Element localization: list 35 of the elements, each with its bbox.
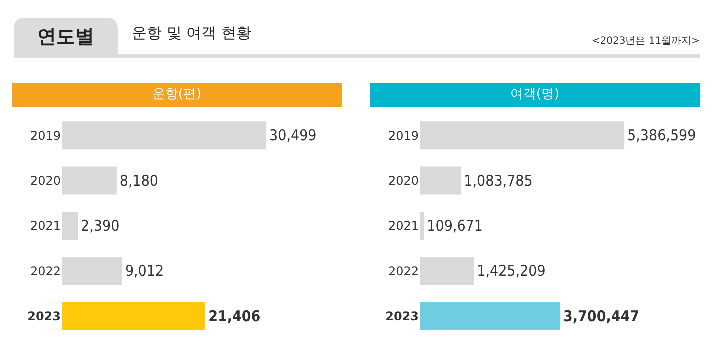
data-label: 5,386,599 bbox=[628, 126, 696, 145]
text: 연도별 bbox=[14, 18, 118, 54]
y-tick-label: 2023 bbox=[28, 310, 61, 324]
text: 운항 및 여객 현황 bbox=[132, 24, 252, 43]
data-label: 2,390 bbox=[81, 217, 120, 235]
y-tick-label: 2023 bbox=[386, 310, 419, 324]
y-tick-label: 2019 bbox=[388, 128, 419, 143]
y-tick-label: 2021 bbox=[388, 219, 419, 234]
bar bbox=[420, 302, 561, 330]
bar bbox=[420, 122, 625, 150]
y-tick-label: 2021 bbox=[30, 219, 61, 234]
bar bbox=[420, 212, 424, 240]
y-tick-label: 2022 bbox=[30, 264, 61, 278]
data-label: 8,180 bbox=[120, 172, 158, 190]
y-tick-label: 2022 bbox=[388, 264, 419, 278]
data-label: 9,012 bbox=[125, 262, 164, 280]
data-label: 109,671 bbox=[427, 217, 483, 235]
bar bbox=[62, 257, 122, 286]
chart-title: 운항(편) bbox=[12, 83, 342, 107]
bar bbox=[62, 122, 267, 150]
bar bbox=[62, 212, 78, 240]
chart-title: 여객(명) bbox=[370, 83, 700, 107]
data-label: 21,406 bbox=[208, 307, 261, 326]
y-tick-label: 2019 bbox=[30, 128, 61, 143]
bar bbox=[62, 302, 206, 330]
data-label: 3,700,447 bbox=[564, 307, 640, 326]
data-label: 1,083,785 bbox=[464, 172, 533, 190]
bar bbox=[420, 257, 474, 286]
y-tick-label: 2020 bbox=[388, 174, 419, 188]
data-label: 30,499 bbox=[270, 126, 317, 145]
data-label: 1,425,209 bbox=[477, 262, 546, 280]
bar bbox=[420, 166, 462, 195]
bar bbox=[62, 166, 117, 195]
y-tick-label: 2020 bbox=[30, 174, 61, 188]
text: <2023년은 11월까지> bbox=[592, 35, 700, 48]
